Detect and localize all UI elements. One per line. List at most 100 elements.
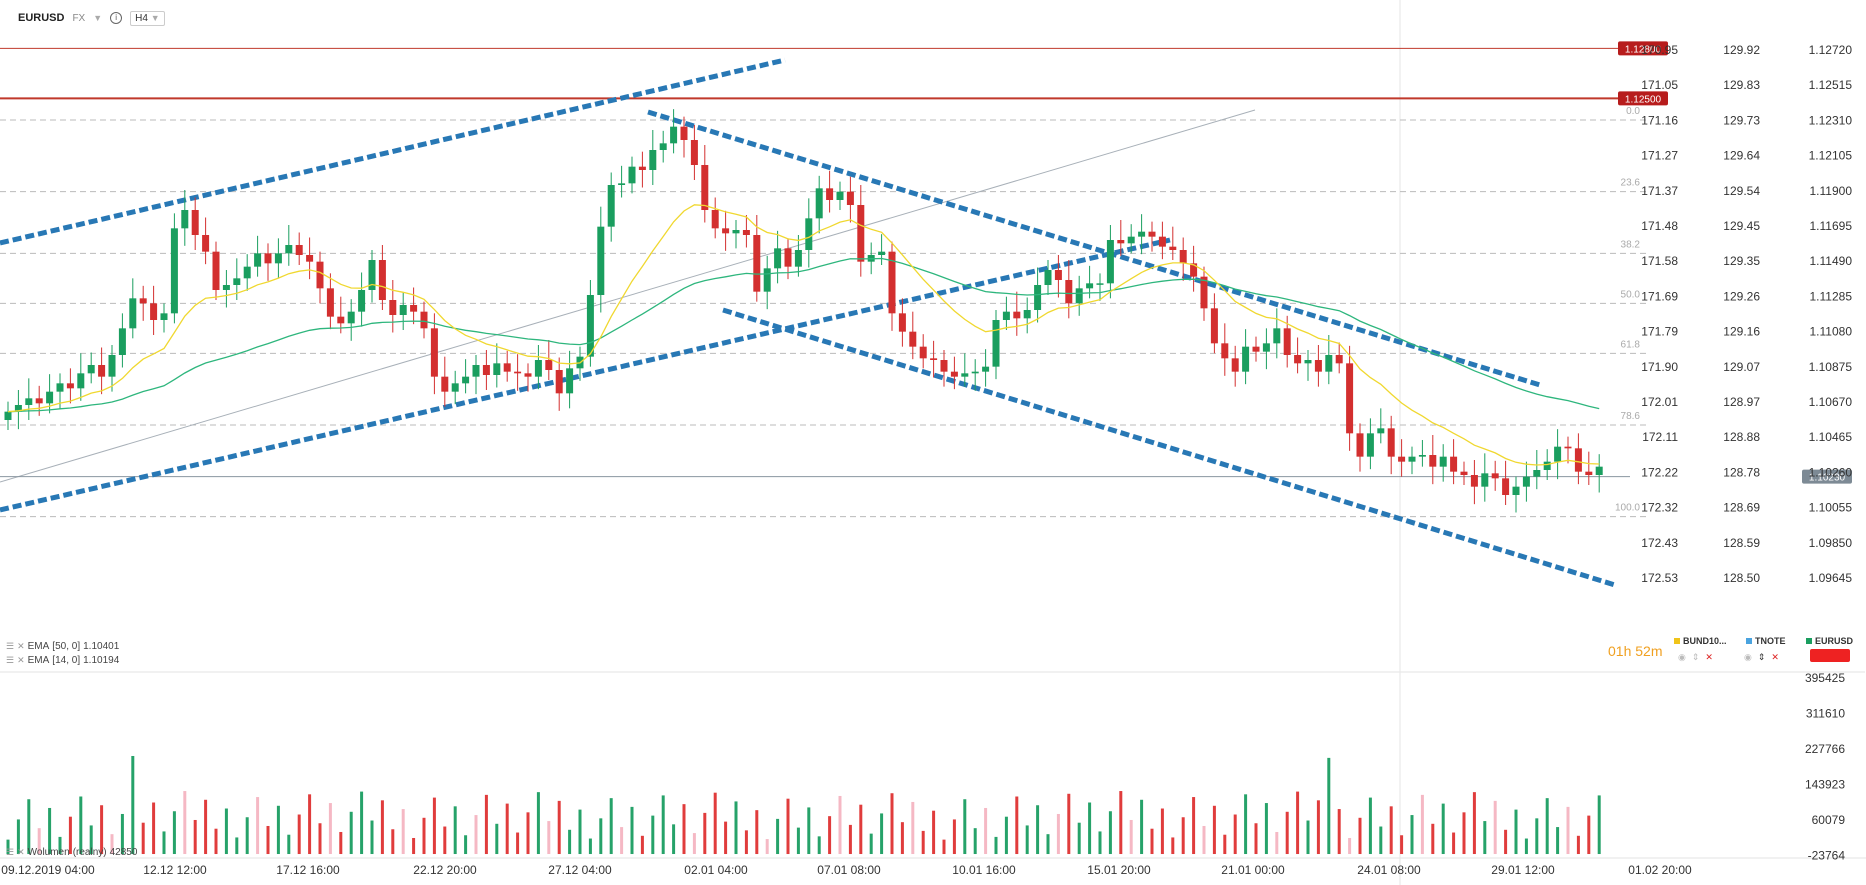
candle-body <box>1491 473 1499 479</box>
time-axis-label: 22.12 20:00 <box>413 863 477 877</box>
candle-body <box>1023 310 1031 319</box>
price-axis-tick: 129.45 <box>1723 219 1760 233</box>
candle-body <box>399 305 407 315</box>
candle-body <box>1481 473 1489 487</box>
settings-icon[interactable]: ☰ <box>6 655 15 665</box>
price-badge-text: 1.10230 <box>1809 473 1846 484</box>
candle-body <box>555 370 563 394</box>
candle-body <box>1294 355 1302 364</box>
candle-body <box>690 140 698 165</box>
price-axis-tick: 128.50 <box>1723 571 1760 585</box>
candle-body <box>1273 328 1281 344</box>
close-icon[interactable]: ✕ <box>17 847 25 857</box>
candle-body <box>670 126 678 144</box>
volume-bar <box>713 792 717 855</box>
candle-body <box>638 166 646 170</box>
close-icon[interactable]: ✕ <box>17 641 25 651</box>
candle-body <box>35 398 43 404</box>
candle-body <box>212 251 220 290</box>
candle-body <box>56 383 64 392</box>
volume-bar <box>661 795 665 855</box>
price-badge-text: 1.12500 <box>1625 94 1662 105</box>
fib-level-label: 100.0 <box>1615 503 1640 514</box>
price-axis-tick: 1.11285 <box>1810 289 1853 303</box>
volume-bar <box>79 796 83 855</box>
candle-body <box>1127 236 1135 244</box>
compare-tnote[interactable]: TNOTE <box>1746 636 1786 646</box>
candle-body <box>118 328 126 355</box>
ema14-legend[interactable]: ☰ ✕ EMA [14, 0] 1.10194 <box>6 655 119 666</box>
volume-bar <box>838 795 842 855</box>
price-axis-tick: 1.09645 <box>1809 571 1853 585</box>
candle-body <box>1356 433 1364 457</box>
volume-bar <box>1015 796 1019 855</box>
volume-bar <box>1545 798 1549 855</box>
candle-body <box>794 250 802 267</box>
price-axis-tick: 171.90 <box>1641 360 1678 374</box>
candle-body <box>722 228 730 234</box>
compare-eurusd[interactable]: EURUSD <box>1806 636 1853 646</box>
volume-axis-tick: 311610 <box>1806 707 1845 721</box>
close-icon[interactable]: ✕ <box>17 655 25 665</box>
time-axis-label: 07.01 08:00 <box>817 863 881 877</box>
chevron-down-icon[interactable]: ▼ <box>93 13 103 23</box>
compare-bund[interactable]: BUND10... <box>1674 636 1727 646</box>
volume-axis-tick: 143923 <box>1805 778 1845 792</box>
eye-icon[interactable]: ◉ <box>1744 652 1752 662</box>
volume-bar <box>620 827 624 855</box>
price-axis-tick: 1.12720 <box>1809 43 1853 57</box>
ema50-legend[interactable]: ☰ ✕ EMA [50, 0] 1.10401 <box>6 641 119 652</box>
volume-bar <box>890 793 894 855</box>
candle-body <box>462 376 470 384</box>
candle-body <box>4 411 12 420</box>
volume-bar <box>318 823 322 855</box>
price-axis-tick: 1.11080 <box>1810 325 1853 339</box>
sort-icon[interactable]: ⇕ <box>1691 652 1700 662</box>
timeframe-select[interactable]: H4 ▼ <box>130 10 165 26</box>
info-icon[interactable]: i <box>110 12 123 24</box>
symbol-label[interactable]: EURUSD <box>18 12 65 24</box>
settings-icon[interactable]: ☰ <box>6 847 15 857</box>
candle-body <box>150 303 158 320</box>
candle-body <box>940 360 948 372</box>
volume-bar <box>1077 822 1081 855</box>
volume-bar <box>1504 829 1508 855</box>
volume-bar <box>1348 837 1352 855</box>
eye-icon[interactable]: ◉ <box>1678 652 1686 662</box>
volume-legend[interactable]: ☰ ✕ Wolumen (realny) 42850 <box>6 847 137 858</box>
volume-bar <box>703 812 707 855</box>
volume-bar <box>1493 800 1497 855</box>
volume-bar <box>1389 806 1393 855</box>
volume-bar <box>609 798 613 855</box>
candle-body <box>1221 343 1229 359</box>
volume-bar <box>141 822 145 855</box>
price-axis-tick: 1.09850 <box>1809 536 1853 550</box>
volume-bar <box>27 799 31 855</box>
volume-bar <box>1514 809 1518 855</box>
volume-bar <box>859 804 863 855</box>
volume-bar <box>391 829 395 855</box>
candle-body <box>389 300 397 315</box>
volume-bar <box>16 819 20 855</box>
candle-body <box>222 285 230 290</box>
volume-bar <box>432 797 436 855</box>
settings-icon[interactable]: ☰ <box>6 641 15 651</box>
sort-icon[interactable]: ⇕ <box>1757 652 1766 662</box>
volume-bar <box>1420 794 1424 855</box>
close-icon[interactable]: ✕ <box>1705 652 1713 662</box>
price-axis-tick: 1.10055 <box>1809 501 1853 515</box>
volume-bar <box>765 839 769 855</box>
candle-body <box>430 328 438 377</box>
volume-bar <box>734 801 738 855</box>
close-icon[interactable]: ✕ <box>1771 652 1779 662</box>
price-axis-tick: 129.54 <box>1723 184 1760 198</box>
candle-body <box>243 266 251 279</box>
candle-body <box>784 248 792 267</box>
volume-bar <box>1160 808 1164 855</box>
candle-body <box>472 365 480 377</box>
tnote-controls: ◉ ⇕ ✕ <box>1744 652 1779 663</box>
candle-body <box>66 383 74 389</box>
volume-bar <box>245 817 249 855</box>
ema50-params: [50, 0] <box>52 641 81 652</box>
